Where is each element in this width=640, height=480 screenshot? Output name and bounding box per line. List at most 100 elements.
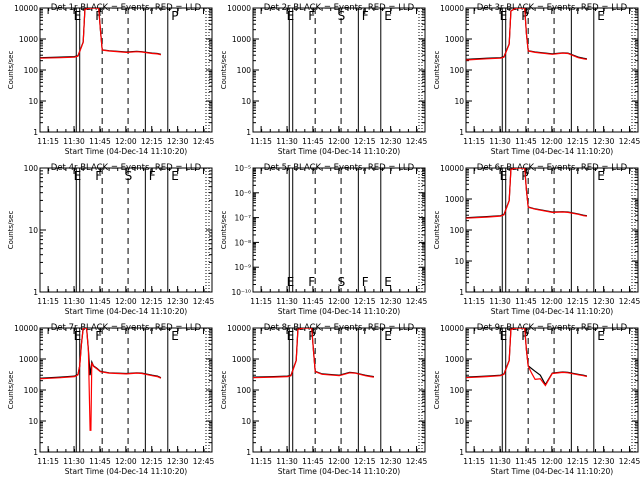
x-tick-label: 12:00 xyxy=(115,297,137,306)
x-tick-label: 12:15 xyxy=(567,457,589,466)
x-tick-label: 11:30 xyxy=(489,297,511,306)
panel-title: Det 9r BLACK = Events, RED = LLD xyxy=(477,323,628,333)
x-tick-label: 11:45 xyxy=(89,297,111,306)
y-tick-label: 100 xyxy=(237,386,252,395)
region-label: E xyxy=(597,329,605,343)
y-axis-label: Counts/sec xyxy=(433,371,441,410)
x-tick-label: 12:45 xyxy=(406,297,428,306)
x-tick-label: 11:45 xyxy=(302,137,324,146)
series-group xyxy=(466,8,588,61)
y-tick-label: 10 xyxy=(454,257,464,266)
x-tick-label: 11:15 xyxy=(463,297,485,306)
x-tick-label: 11:15 xyxy=(37,297,59,306)
x-tick-label: 11:45 xyxy=(515,137,537,146)
region-label: E xyxy=(171,329,179,343)
x-tick-label: 12:45 xyxy=(406,457,428,466)
plot-frame xyxy=(39,327,213,453)
x-tick-label: 11:30 xyxy=(276,297,298,306)
series-group xyxy=(253,328,374,379)
y-tick-label: 100 xyxy=(24,66,39,75)
y-tick-label: 10000 xyxy=(440,164,464,173)
region-label: E xyxy=(287,329,295,343)
region-label: E xyxy=(74,9,82,23)
x-tick-label: 12:45 xyxy=(406,137,428,146)
y-tick-label: 1000 xyxy=(445,35,464,44)
x-tick-label: 11:15 xyxy=(250,137,272,146)
y-tick-label: 100 xyxy=(450,386,465,395)
panel-det-6: 1 10 100 1000 10000 11:15 11:30 11:45 12:00 12:15… xyxy=(433,163,640,316)
series-red xyxy=(466,168,587,219)
x-tick-label: 11:45 xyxy=(89,137,111,146)
y-tick-label: 10000 xyxy=(440,324,464,333)
y-tick-label: 100 xyxy=(237,66,252,75)
y-tick-label: 10 xyxy=(454,97,464,106)
series-red xyxy=(40,328,162,431)
y-axis-label: Counts/sec xyxy=(7,211,15,250)
x-tick-label: 11:30 xyxy=(276,457,298,466)
x-axis-label: Start Time (04-Dec-14 11:10:20) xyxy=(278,467,400,476)
y-tick-label: 100 xyxy=(450,66,465,75)
x-tick-label: 11:30 xyxy=(489,137,511,146)
region-label: S xyxy=(125,169,133,183)
panel-title: Det 8r BLACK = Events, RED = LLD xyxy=(264,323,415,333)
x-axis-label: Start Time (04-Dec-14 11:10:20) xyxy=(65,307,187,316)
x-axis-label: Start Time (04-Dec-14 11:10:20) xyxy=(278,307,400,316)
plot-frame xyxy=(252,167,426,293)
y-axis-label: Counts/sec xyxy=(7,371,15,410)
x-tick-label: 12:30 xyxy=(593,137,615,146)
x-tick-label: 12:45 xyxy=(619,137,640,146)
x-tick-label: 11:45 xyxy=(515,457,537,466)
region-label: E xyxy=(384,9,392,23)
x-tick-label: 12:45 xyxy=(193,297,215,306)
region-label: E xyxy=(384,329,392,343)
series-group xyxy=(466,328,588,387)
panel-title: Det 5r BLACK = Events, RED = LLD xyxy=(264,163,415,173)
x-tick-label: 11:15 xyxy=(463,137,485,146)
x-tick-label: 12:15 xyxy=(354,137,376,146)
x-tick-label: 12:30 xyxy=(167,297,189,306)
y-tick-label: 1000 xyxy=(445,355,464,364)
y-tick-label: 100 xyxy=(24,164,39,173)
series-red xyxy=(466,328,588,387)
x-tick-label: 12:00 xyxy=(115,137,137,146)
panel-title: Det 4r BLACK = Events, RED = LLD xyxy=(51,163,202,173)
y-tick-label: 1000 xyxy=(19,355,38,364)
panel-title: Det 2r BLACK = Events, RED = LLD xyxy=(264,3,415,13)
region-label: F xyxy=(308,275,315,289)
y-tick-label: 1000 xyxy=(19,35,38,44)
region-label: E xyxy=(500,9,508,23)
x-tick-label: 11:30 xyxy=(276,137,298,146)
plot-frame xyxy=(465,327,639,453)
region-label: E xyxy=(500,329,508,343)
x-tick-label: 12:30 xyxy=(167,137,189,146)
y-tick-label: 1000 xyxy=(445,195,464,204)
plot-frame xyxy=(252,327,426,453)
x-tick-label: 11:15 xyxy=(37,137,59,146)
x-tick-label: 12:00 xyxy=(115,457,137,466)
y-axis-label: Counts/sec xyxy=(7,51,15,90)
region-label: F xyxy=(149,169,156,183)
series-group xyxy=(466,168,587,219)
y-axis-label: Counts/sec xyxy=(220,211,228,250)
y-tick-label: 10⁻⁶ xyxy=(234,189,251,198)
x-tick-label: 11:30 xyxy=(489,457,511,466)
panel-det-1: 1 10 100 1000 10000 11:15 11:30 11:45 12:00 12:15… xyxy=(7,3,215,156)
y-tick-label: 10 xyxy=(28,226,38,235)
x-axis-label: Start Time (04-Dec-14 11:10:20) xyxy=(491,467,613,476)
x-tick-label: 11:30 xyxy=(63,457,85,466)
y-tick-label: 10000 xyxy=(14,324,38,333)
y-tick-label: 100 xyxy=(24,386,39,395)
region-label: E xyxy=(171,169,179,183)
x-tick-label: 12:15 xyxy=(354,457,376,466)
region-label: E xyxy=(287,9,295,23)
series-group xyxy=(40,328,162,431)
x-tick-label: 12:00 xyxy=(541,297,563,306)
x-tick-label: 11:45 xyxy=(515,297,537,306)
x-tick-label: 12:45 xyxy=(619,297,640,306)
y-tick-label: 1 xyxy=(459,448,464,457)
y-tick-label: 1 xyxy=(33,288,38,297)
x-tick-label: 12:45 xyxy=(193,137,215,146)
x-tick-label: 12:30 xyxy=(380,137,402,146)
x-tick-label: 11:30 xyxy=(63,297,85,306)
